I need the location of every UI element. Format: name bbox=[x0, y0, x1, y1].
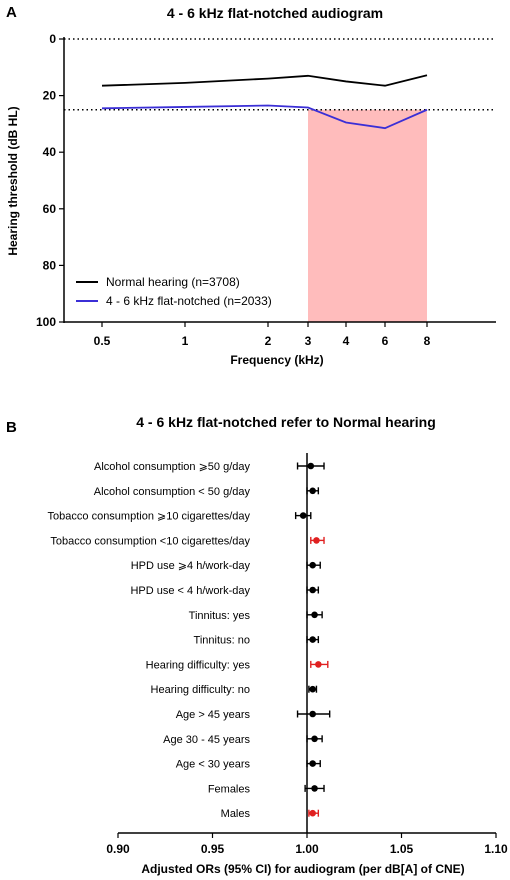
x-tick-label: 1.10 bbox=[484, 842, 508, 856]
row-label: Tinnitus: no bbox=[194, 635, 250, 647]
panel-b-xlabel: Adjusted ORs (95% CI) for audiogram (per… bbox=[141, 862, 464, 876]
panel-b-title: 4 - 6 kHz flat-notched refer to Normal h… bbox=[136, 414, 436, 430]
or-point bbox=[313, 537, 320, 544]
row-label: Age < 30 years bbox=[176, 759, 251, 771]
legend-label-1: Normal hearing (n=3708) bbox=[106, 275, 240, 289]
y-tick-label: 60 bbox=[43, 202, 57, 216]
panel-a-title: 4 - 6 kHz flat-notched audiogram bbox=[167, 5, 383, 21]
row-label: Tobacco consumption ⩾10 cigarettes/day bbox=[48, 511, 251, 523]
or-point bbox=[309, 809, 316, 817]
or-point bbox=[309, 487, 316, 495]
row-label: Alcohol consumption ⩾50 g/day bbox=[94, 461, 250, 473]
x-tick-label: 1 bbox=[182, 334, 189, 348]
x-tick-label: 8 bbox=[424, 334, 431, 348]
y-tick-label: 20 bbox=[43, 89, 57, 103]
or-point bbox=[309, 586, 316, 594]
row-label: HPD use ⩾4 h/work-day bbox=[131, 560, 251, 572]
or-point bbox=[309, 561, 316, 569]
x-tick-label: 1.05 bbox=[390, 842, 414, 856]
x-tick-label: 0.90 bbox=[106, 842, 130, 856]
or-point bbox=[311, 785, 318, 792]
x-tick-label: 0.5 bbox=[94, 334, 111, 348]
or-point bbox=[299, 512, 307, 519]
x-tick-label: 0.95 bbox=[201, 842, 225, 856]
x-tick-label: 6 bbox=[382, 334, 389, 348]
row-label: Tinnitus: yes bbox=[189, 610, 251, 622]
or-point bbox=[311, 611, 318, 619]
or-point bbox=[309, 710, 316, 718]
x-tick-label: 2 bbox=[265, 334, 272, 348]
y-tick-label: 40 bbox=[43, 145, 57, 159]
y-tick-label: 100 bbox=[36, 315, 56, 329]
y-tick-label: 80 bbox=[43, 258, 57, 272]
panel-a-xlabel: Frequency (kHz) bbox=[230, 353, 323, 367]
panel-a-label: A bbox=[6, 4, 17, 21]
row-label: Hearing difficulty: no bbox=[151, 684, 250, 696]
panel-b-label: B bbox=[6, 419, 17, 436]
or-point bbox=[309, 636, 316, 643]
or-point bbox=[311, 735, 318, 743]
row-label: Age > 45 years bbox=[176, 709, 251, 721]
panel-a-ylabel: Hearing threshold (dB HL) bbox=[6, 106, 20, 255]
row-label: Tobacco consumption <10 cigarettes/day bbox=[50, 535, 250, 547]
x-tick-label: 3 bbox=[305, 334, 312, 348]
row-label: Females bbox=[208, 783, 251, 795]
legend-label-2: 4 - 6 kHz flat-notched (n=2033) bbox=[106, 294, 272, 308]
x-tick-label: 1.00 bbox=[295, 842, 319, 856]
row-label: Males bbox=[221, 808, 251, 820]
or-point bbox=[315, 661, 322, 668]
row-label: HPD use < 4 h/work-day bbox=[130, 585, 250, 597]
row-label: Hearing difficulty: yes bbox=[146, 659, 251, 671]
or-point bbox=[309, 685, 316, 693]
row-label: Alcohol consumption < 50 g/day bbox=[94, 486, 251, 498]
or-point bbox=[309, 760, 316, 767]
panel-b-plot: 0.90 0.95 1.00 1.05 1.10 Alcohol consumption … bbox=[48, 453, 508, 856]
shaded-notch-region bbox=[308, 109, 427, 322]
series-line-2 bbox=[101, 104, 428, 130]
or-point bbox=[307, 462, 315, 470]
y-tick-label: 0 bbox=[49, 32, 56, 46]
row-label: Age 30 - 45 years bbox=[163, 734, 250, 746]
series-line-1 bbox=[101, 74, 428, 87]
panel-a-plot: 0 20 40 60 80 100 0.5 1 2 3 4 6 8 Normal hearing (n=3… bbox=[36, 32, 496, 348]
x-tick-label: 4 bbox=[343, 334, 350, 348]
